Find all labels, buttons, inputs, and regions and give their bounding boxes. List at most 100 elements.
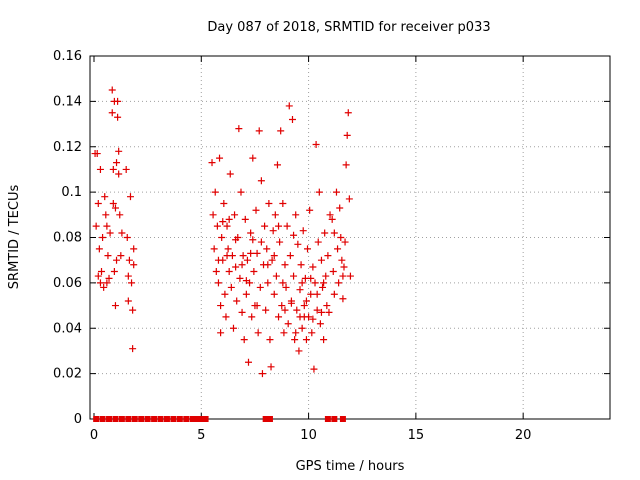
x-tick-label: 5 [197,428,205,443]
grid-lines [94,56,609,419]
data-point [248,313,256,321]
data-point [255,127,263,135]
data-point [108,86,116,94]
data-point [321,229,329,237]
data-point [262,306,270,314]
data-point [94,272,102,280]
data-point [217,302,225,310]
data-point [253,249,261,257]
data-point [277,127,285,135]
data-point [109,199,117,207]
data-point [285,102,293,110]
data-point [319,283,327,291]
data-point [113,159,121,167]
data-point [335,279,343,287]
data-point [338,256,346,264]
data-point [283,222,291,230]
data-point [343,131,351,139]
zero-marker [266,416,273,422]
data-point [223,222,231,230]
data-point [267,363,275,371]
data-point [302,297,310,305]
data-point [233,297,241,305]
y-tick-label: 0.02 [53,367,82,382]
data-point [114,97,122,105]
data-point [281,306,289,314]
data-point [326,211,334,219]
data-point [224,245,232,253]
data-point [115,170,123,178]
data-point [334,245,342,253]
data-point [291,336,299,344]
data-point [302,336,310,344]
data-point [309,315,317,323]
data-point [298,279,306,287]
data-point [257,238,265,246]
zero-marker [157,416,164,422]
data-point [307,274,315,282]
data-point [272,272,280,280]
x-tick-label: 20 [515,428,532,443]
data-point [329,268,337,276]
data-point [130,261,138,269]
data-point [117,252,125,260]
data-point [123,234,131,241]
data-point [330,229,338,237]
data-point [238,261,246,269]
data-point [94,199,102,207]
zero-marker [125,416,132,422]
data-point [265,199,273,207]
data-point [237,188,245,196]
data-point [278,302,286,310]
data-point [238,308,246,316]
data-point [311,279,319,287]
data-point [242,277,250,285]
data-point [337,234,345,241]
data-point [98,268,106,276]
data-point [309,263,317,271]
data-point [220,199,228,207]
data-point [339,272,347,280]
data-point [290,272,298,280]
zero-marker [151,416,158,422]
data-point [340,263,348,271]
data-point [294,240,302,248]
data-point [252,206,260,214]
data-point [317,308,325,316]
data-point [214,279,222,287]
data-point [279,279,287,287]
data-point [243,256,251,264]
data-point [269,227,277,235]
data-point [324,252,332,260]
data-point [102,211,110,219]
zero-marker [144,416,151,422]
zero-marker [262,416,269,422]
data-point [118,229,126,237]
data-point [323,302,331,310]
data-point [108,109,116,117]
data-point [92,222,100,230]
data-point [258,370,266,378]
data-point [213,222,221,230]
y-tick-label: 0.1 [61,185,82,200]
x-tick-label: 10 [300,428,317,443]
data-point [300,313,308,321]
data-point [124,272,132,280]
data-point [217,329,225,337]
y-tick-label: 0.06 [53,276,82,291]
data-point [300,302,308,310]
data-point [344,109,352,117]
data-point [105,274,113,282]
zero-marker [99,416,106,422]
data-point [218,234,226,241]
axis-ticks: 0 5 10 15 20 0 0.02 0.04 0.06 0.08 0.1 0.12 0.14 0.16 [53,49,610,443]
data-point [317,256,325,264]
data-point [286,252,294,260]
zero-marker [331,416,338,422]
y-tick-label: 0.04 [53,321,82,336]
chart-title: Day 087 of 2018, SRMTID for receiver p03… [207,20,490,35]
data-point [315,188,323,196]
y-tick-label: 0.14 [53,94,82,109]
data-point [312,140,320,148]
y-tick-label: 0.12 [53,140,82,155]
